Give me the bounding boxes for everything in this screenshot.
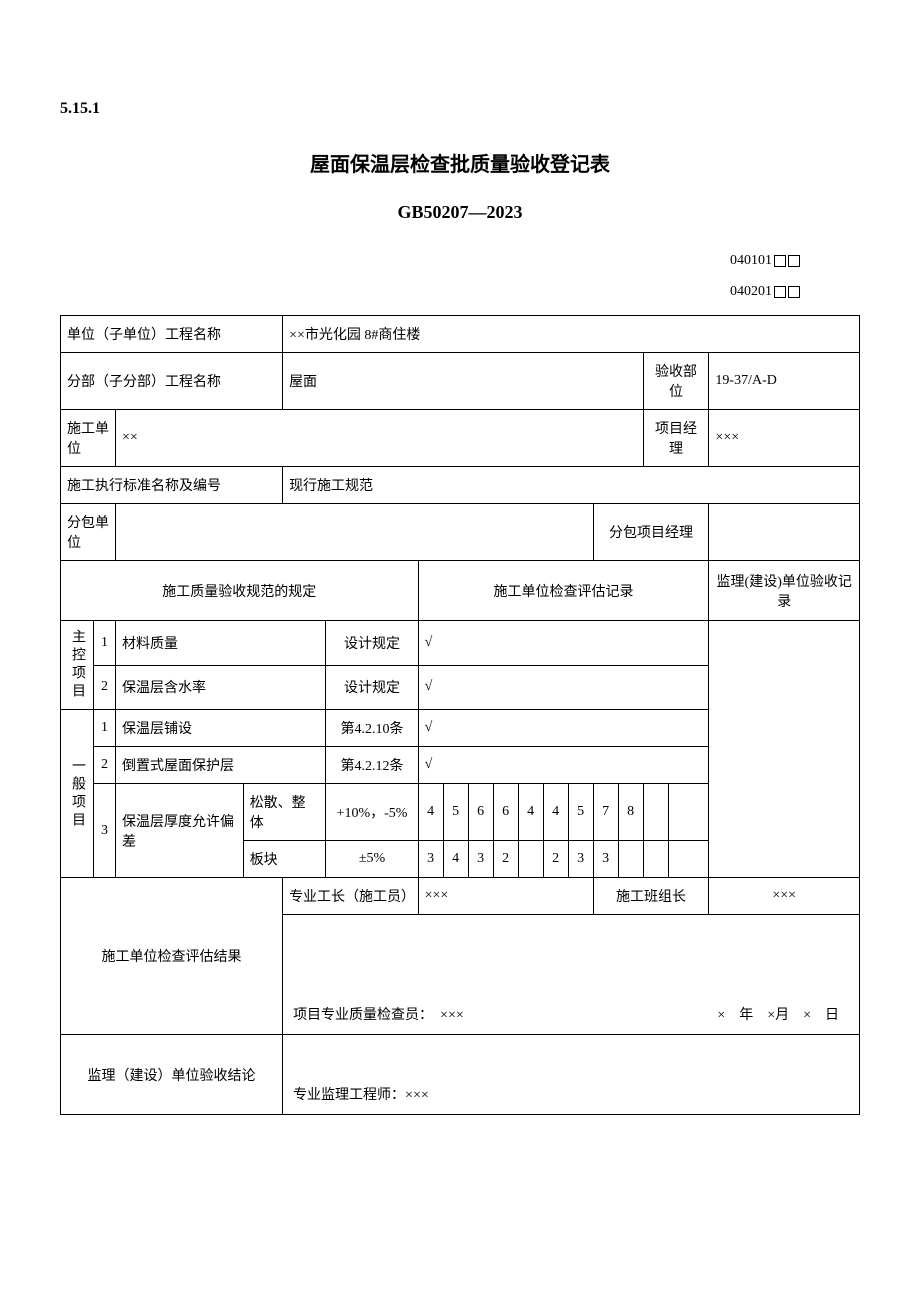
sub-ref: ±5% xyxy=(326,841,418,878)
section-number: 5.15.1 xyxy=(60,100,860,118)
row-num: 2 xyxy=(94,747,116,784)
item-ref: 第4.2.12条 xyxy=(326,747,418,784)
date-text: × 年 ×月 × 日 xyxy=(717,1004,849,1024)
table-row: 分部（子分部）工程名称 屋面 验收部位 19-37/A-D xyxy=(61,353,860,410)
sub-label: 松散、整体 xyxy=(243,784,326,841)
quality-inspector-line: 项目专业质量检查员： ××× xyxy=(293,1008,464,1023)
item-name: 倒置式屋面保护层 xyxy=(116,747,326,784)
table-row: 监理（建设）单位验收结论 专业监理工程师：××× xyxy=(61,1035,860,1115)
standard-label: 施工执行标准名称及编号 xyxy=(61,467,283,504)
checkbox-icon xyxy=(788,255,800,267)
supervision-conclusion-label: 监理（建设）单位验收结论 xyxy=(61,1035,283,1115)
standard-value: 现行施工规范 xyxy=(283,467,860,504)
general-label: 一般项目 xyxy=(61,710,94,878)
table-row: 单位（子单位）工程名称 ××市光化园 8#商住楼 xyxy=(61,316,860,353)
eval-result-content: 项目专业质量检查员： ××× × 年 ×月 × 日 xyxy=(283,915,860,1035)
data-cell xyxy=(643,841,668,878)
project-manager-label: 项目经理 xyxy=(643,410,709,467)
inspection-header: 施工单位检查评估记录 xyxy=(418,561,709,621)
data-cell: 3 xyxy=(593,841,618,878)
foreman-label: 专业工长（施工员） xyxy=(283,878,419,915)
inspection-part-label: 验收部位 xyxy=(643,353,709,410)
data-cell xyxy=(618,841,643,878)
subcontractor-label: 分包单位 xyxy=(61,504,116,561)
item-ref: 设计规定 xyxy=(326,665,418,710)
subcontractor-value xyxy=(116,504,594,561)
table-row: 施工执行标准名称及编号 现行施工规范 xyxy=(61,467,860,504)
empty-cell xyxy=(668,841,709,878)
row-num: 2 xyxy=(94,665,116,710)
row-num: 3 xyxy=(94,784,116,878)
table-row: 施工单位检查评估结果 专业工长（施工员） ××× 施工班组长 ××× xyxy=(61,878,860,915)
team-leader-value: ××× xyxy=(709,878,860,915)
unit-project-label: 单位（子单位）工程名称 xyxy=(61,316,283,353)
data-cell: 5 xyxy=(443,784,468,841)
item-ref: 设计规定 xyxy=(326,621,418,666)
data-cell: 3 xyxy=(468,841,493,878)
checkbox-icon xyxy=(774,286,786,298)
data-cell: 7 xyxy=(593,784,618,841)
data-cell: 3 xyxy=(568,841,593,878)
checkbox-icon xyxy=(788,286,800,298)
empty-cell xyxy=(668,784,709,841)
document-subtitle: GB50207—2023 xyxy=(60,202,860,223)
sub-project-value: 屋面 xyxy=(283,353,644,410)
data-cell: 3 xyxy=(418,841,443,878)
data-cell: 8 xyxy=(618,784,643,841)
sub-label: 板块 xyxy=(243,841,326,878)
code-block: 040101 040201 xyxy=(60,253,860,300)
check-value: √ xyxy=(418,621,709,666)
code2: 040201 xyxy=(730,284,772,299)
document-title: 屋面保温层检查批质量验收登记表 xyxy=(60,148,860,177)
row-num: 1 xyxy=(94,710,116,747)
eval-result-label: 施工单位检查评估结果 xyxy=(61,878,283,1035)
data-cell xyxy=(518,841,543,878)
table-row: 主控项目 1 材料质量 设计规定 √ xyxy=(61,621,860,666)
supervision-engineer-line: 专业监理工程师：××× xyxy=(283,1035,860,1115)
main-control-label: 主控项目 xyxy=(61,621,94,710)
unit-project-value: ××市光化园 8#商住楼 xyxy=(283,316,860,353)
inspection-part-value: 19-37/A-D xyxy=(709,353,860,410)
item-name: 保温层铺设 xyxy=(116,710,326,747)
data-cell: 4 xyxy=(543,784,568,841)
data-cell: 6 xyxy=(493,784,518,841)
data-cell xyxy=(643,784,668,841)
item-name: 保温层含水率 xyxy=(116,665,326,710)
sub-pm-label: 分包项目经理 xyxy=(593,504,709,561)
sub-ref: +10%，-5% xyxy=(326,784,418,841)
table-row: 分包单位 分包项目经理 xyxy=(61,504,860,561)
table-row: 施工单位 ×× 项目经理 ××× xyxy=(61,410,860,467)
data-cell: 4 xyxy=(518,784,543,841)
construction-unit-label: 施工单位 xyxy=(61,410,116,467)
sub-pm-value xyxy=(709,504,860,561)
item-name: 保温层厚度允许偏差 xyxy=(116,784,244,878)
data-cell: 2 xyxy=(543,841,568,878)
data-cell: 4 xyxy=(418,784,443,841)
row-num: 1 xyxy=(94,621,116,666)
inspection-table: 单位（子单位）工程名称 ××市光化园 8#商住楼 分部（子分部）工程名称 屋面 … xyxy=(60,315,860,1115)
supervision-cell xyxy=(709,621,860,878)
spec-header: 施工质量验收规范的规定 xyxy=(61,561,419,621)
code1: 040101 xyxy=(730,253,772,268)
data-cell: 6 xyxy=(468,784,493,841)
project-manager-value: ××× xyxy=(709,410,860,467)
sub-project-label: 分部（子分部）工程名称 xyxy=(61,353,283,410)
supervision-header: 监理(建设)单位验收记录 xyxy=(709,561,860,621)
item-ref: 第4.2.10条 xyxy=(326,710,418,747)
item-name: 材料质量 xyxy=(116,621,326,666)
construction-unit-value: ×× xyxy=(116,410,644,467)
check-value: √ xyxy=(418,710,709,747)
checkbox-icon xyxy=(774,255,786,267)
check-value: √ xyxy=(418,747,709,784)
foreman-value: ××× xyxy=(418,878,593,915)
data-cell: 4 xyxy=(443,841,468,878)
check-value: √ xyxy=(418,665,709,710)
team-leader-label: 施工班组长 xyxy=(593,878,709,915)
data-cell: 2 xyxy=(493,841,518,878)
table-row: 施工质量验收规范的规定 施工单位检查评估记录 监理(建设)单位验收记录 xyxy=(61,561,860,621)
data-cell: 5 xyxy=(568,784,593,841)
